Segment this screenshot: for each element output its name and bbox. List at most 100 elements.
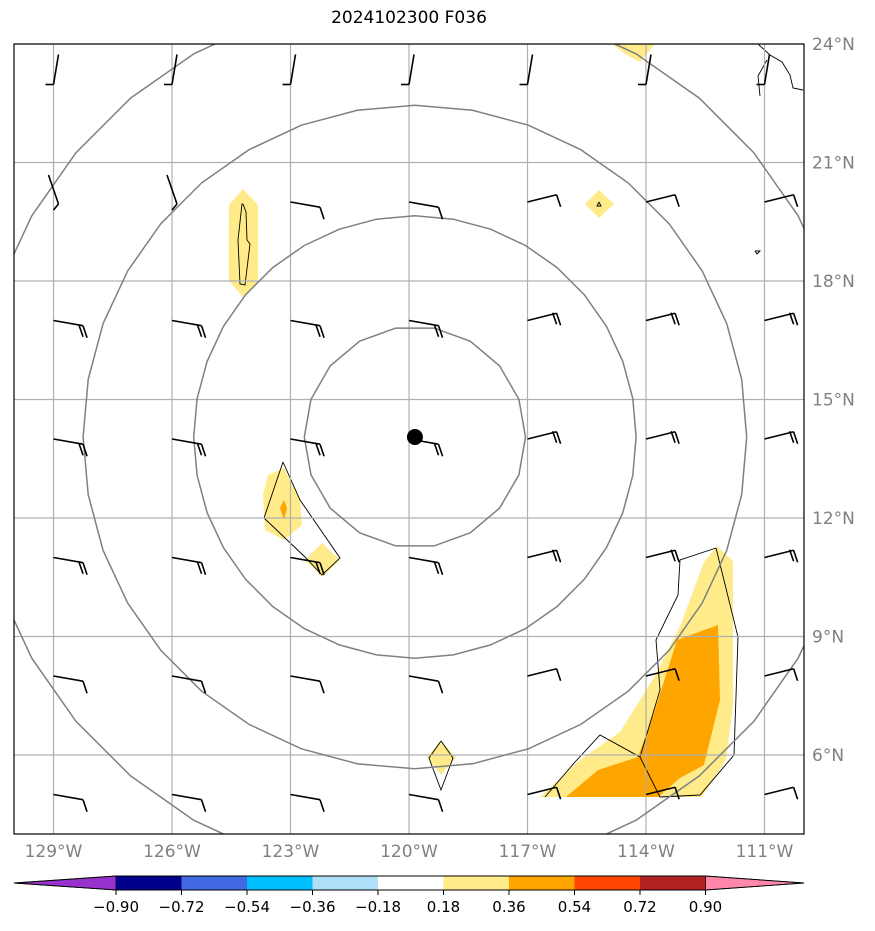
- contour-lower-right-inner: [639, 547, 717, 758]
- wind-barb: [408, 793, 444, 812]
- colorbar-segment: [312, 876, 379, 890]
- wind-barb: [53, 793, 88, 812]
- colorbar-segment: [247, 876, 313, 890]
- colorbar-segment: [574, 876, 641, 890]
- wind-barb: [645, 193, 680, 207]
- longitude-tick-label: 123°W: [262, 842, 320, 862]
- wind-barb: [171, 675, 207, 694]
- shade-yellow-bottom-center: [427, 741, 456, 775]
- longitude-tick-label: 120°W: [380, 842, 438, 862]
- wind-barbs: [45, 54, 799, 812]
- wind-barb: [408, 201, 444, 220]
- wind-barb: [53, 675, 88, 694]
- colorbar-tick-label: 0.18: [427, 898, 460, 916]
- map-title: 2024102300 F036: [331, 8, 487, 28]
- wind-barb: [47, 174, 60, 211]
- colorbar-tick-label: 0.36: [492, 898, 525, 916]
- shade-orange-left-center: [280, 500, 287, 520]
- wind-barb: [290, 438, 325, 457]
- colorbar-segment: [378, 876, 444, 890]
- latitude-tick-label: 9°N: [812, 628, 844, 648]
- wind-barb: [764, 430, 799, 444]
- contour-lines: [237, 44, 804, 798]
- colorbar-segment: [181, 876, 248, 890]
- wind-barb: [401, 54, 415, 86]
- range-ring: [14, 44, 804, 834]
- contour-lower-right: [544, 547, 739, 798]
- contour-upper-left: [237, 203, 251, 286]
- wind-barb: [290, 319, 325, 338]
- colorbar-tick-label: −0.72: [159, 898, 205, 916]
- shade-yellow-upper-left: [229, 189, 258, 297]
- map-frame: [13, 43, 805, 835]
- wind-barb: [764, 667, 799, 681]
- axis-tick-labels: 129°W 126°W 123°W 120°W 117°W 114°W 111°W 24°N 2…: [25, 35, 855, 862]
- wind-barb: [645, 312, 680, 326]
- wind-barb: [408, 675, 444, 694]
- wind-barb: [408, 556, 444, 575]
- colorbar-tick-label: −0.54: [224, 898, 270, 916]
- longitude-tick-label: 117°W: [499, 842, 557, 862]
- colorbar-tick-label: −0.90: [93, 898, 139, 916]
- wind-barb: [290, 675, 325, 694]
- wind-barb: [171, 319, 207, 338]
- range-rings: [14, 44, 804, 834]
- wind-barb: [282, 54, 297, 86]
- colorbar-tick-label: −0.36: [290, 898, 336, 916]
- shade-yellow-left-small: [305, 543, 340, 577]
- coastline: [757, 44, 804, 91]
- colorbar-segment: [116, 876, 182, 890]
- wind-barb: [527, 549, 562, 563]
- wind-barb: [756, 54, 771, 86]
- colorbar-tick-label: 0.90: [689, 898, 722, 916]
- latitude-tick-label: 12°N: [812, 509, 855, 529]
- wind-barb: [166, 174, 178, 211]
- wind-barb: [527, 193, 562, 207]
- wind-barb: [171, 556, 207, 575]
- wind-barb: [53, 438, 88, 457]
- wind-barb: [519, 54, 534, 86]
- contour-tiny-right: [754, 250, 762, 255]
- wind-barb: [764, 786, 799, 800]
- wind-barb: [290, 556, 325, 575]
- wind-barb: [171, 793, 207, 812]
- wind-barb: [45, 54, 60, 86]
- storm-center-marker: [406, 429, 423, 446]
- colorbar-segment: [509, 876, 575, 890]
- range-ring: [192, 215, 637, 659]
- wind-barb: [53, 556, 88, 575]
- colorbar-tick-label: 0.54: [558, 898, 591, 916]
- wind-barb: [527, 430, 562, 444]
- colorbar: −0.90 −0.72 −0.54 −0.36 −0.18 0.18 0.36 0.54 0.7…: [13, 875, 805, 916]
- wind-barb: [645, 667, 680, 681]
- longitude-tick-label: 111°W: [736, 842, 794, 862]
- longitude-tick-label: 129°W: [25, 842, 83, 862]
- wind-barb: [764, 193, 799, 207]
- wind-barb: [527, 312, 562, 326]
- wind-barb: [645, 786, 680, 800]
- wind-barb: [527, 667, 562, 681]
- colorbar-segment: [443, 876, 510, 890]
- longitude-tick-label: 126°W: [143, 842, 201, 862]
- wind-barb: [527, 786, 562, 800]
- shaded-regions: [229, 44, 733, 797]
- latitude-tick-label: 21°N: [812, 154, 855, 174]
- wind-barb: [164, 54, 178, 86]
- wind-barb: [171, 438, 207, 457]
- wind-barb: [290, 793, 325, 812]
- colorbar-segment: [640, 876, 706, 890]
- latitude-tick-label: 18°N: [812, 272, 855, 292]
- wind-barb: [290, 201, 325, 220]
- longitude-tick-label: 114°W: [617, 842, 675, 862]
- contour-bottom-center: [428, 740, 454, 792]
- latitude-tick-label: 15°N: [812, 391, 855, 411]
- shade-orange-lower-right: [566, 625, 720, 797]
- colorbar-tick-label: −0.18: [355, 898, 401, 916]
- wind-barb: [53, 319, 88, 338]
- latitude-tick-label: 6°N: [812, 746, 844, 766]
- latitude-tick-label: 24°N: [812, 35, 855, 55]
- wind-barb: [645, 549, 680, 563]
- colorbar-extend-low: [13, 875, 117, 891]
- colorbar-tick-label: 0.72: [623, 898, 656, 916]
